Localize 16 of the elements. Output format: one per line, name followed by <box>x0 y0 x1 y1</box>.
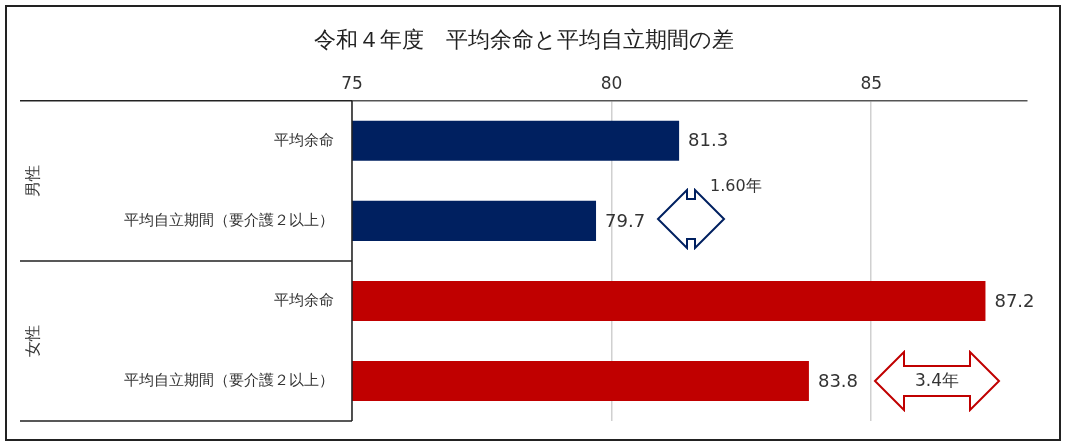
data-label: 79.7 <box>605 209 646 231</box>
text: 男性 <box>23 164 43 197</box>
x-tick-label: 80 <box>600 73 623 94</box>
chart-title: 令和４年度 平均余命と平均自立期間の差 <box>313 26 734 52</box>
data-label: 83.8 <box>817 369 858 391</box>
data-label: 87.2 <box>994 289 1035 311</box>
y-tick-label: 平均余命 <box>274 290 334 309</box>
y-tick-label: 平均自立期間（要介護２以上） <box>124 210 334 229</box>
y-tick-label: 平均自立期間（要介護２以上） <box>124 370 334 389</box>
annotation: 3.4年 <box>914 369 959 393</box>
y-tick-label: 平均余命 <box>274 130 334 149</box>
x-tick-label: 75 <box>341 73 363 94</box>
data-label: 81.3 <box>688 129 729 151</box>
text: 女性 <box>23 324 43 357</box>
annotation: 1.60年 <box>710 176 762 198</box>
x-tick-label: 85 <box>860 73 883 94</box>
